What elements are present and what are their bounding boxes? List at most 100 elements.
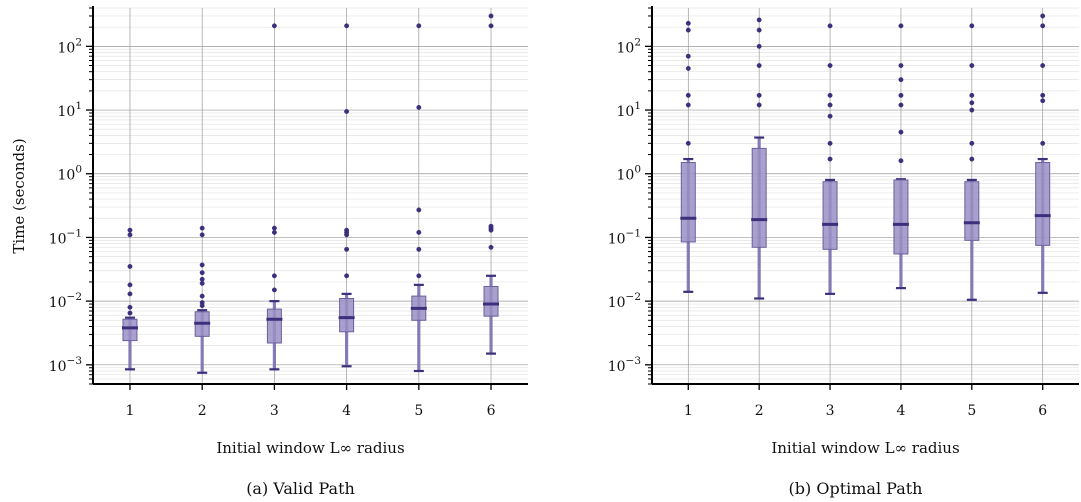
- y-tick-label: 101: [616, 100, 641, 120]
- flier-point: [488, 23, 494, 29]
- y-tick-label: 10−1: [49, 227, 82, 247]
- flier-point: [344, 23, 350, 29]
- flier-point: [827, 102, 833, 108]
- flier-point: [685, 53, 691, 59]
- major-grid: [93, 8, 528, 384]
- flier-point: [344, 109, 350, 114]
- flier-point: [969, 140, 975, 146]
- y-tick-label: 102: [57, 36, 82, 56]
- flier-point: [898, 102, 904, 108]
- box-6: [483, 13, 500, 355]
- flier-point: [127, 264, 133, 269]
- flier-point: [199, 303, 205, 309]
- flier-point: [271, 273, 277, 279]
- box-iqr: [822, 181, 838, 250]
- flier-point: [488, 13, 494, 19]
- flier-point: [898, 63, 904, 68]
- flier-point: [685, 140, 691, 146]
- box-5: [963, 23, 980, 301]
- flier-point: [827, 113, 833, 119]
- box-iqr: [964, 181, 980, 241]
- flier-point: [416, 104, 422, 110]
- box-4: [338, 23, 355, 368]
- x-tick-label: 6: [487, 403, 496, 419]
- x-tick-label: 1: [684, 403, 693, 419]
- flier-point: [756, 27, 762, 33]
- box-6: [1034, 13, 1051, 294]
- flier-point: [416, 273, 422, 279]
- flier-point: [344, 232, 350, 238]
- flier-point: [898, 23, 904, 29]
- flier-point: [199, 270, 205, 276]
- y-tick-label: 102: [616, 36, 641, 56]
- minor-grid: [93, 7, 528, 385]
- subfigure-caption: (a) Valid Path: [246, 479, 355, 498]
- flier-point: [756, 43, 762, 49]
- flier-point: [756, 17, 762, 23]
- flier-point: [969, 63, 975, 68]
- flier-point: [827, 23, 833, 29]
- box-iqr: [339, 297, 355, 333]
- flier-point: [898, 92, 904, 98]
- flier-point: [199, 262, 205, 268]
- box-iqr: [751, 147, 767, 248]
- x-tick-label: 4: [896, 403, 905, 419]
- flier-point: [685, 102, 691, 108]
- minor-grid: [652, 7, 1079, 385]
- y-tick-label: 10−1: [608, 227, 641, 247]
- box-1: [121, 227, 138, 371]
- flier-point: [271, 225, 277, 231]
- box-iqr: [483, 285, 499, 317]
- flier-point: [827, 156, 833, 162]
- box-2: [194, 225, 211, 374]
- y-axis-label: Time (seconds): [10, 138, 28, 253]
- x-tick-label: 5: [414, 403, 423, 419]
- box-iqr: [122, 318, 138, 342]
- flier-point: [199, 280, 205, 286]
- flier-point: [756, 102, 762, 108]
- box-iqr: [893, 179, 909, 255]
- flier-point: [827, 92, 833, 98]
- x-tick-label: 5: [967, 403, 976, 419]
- flier-point: [898, 158, 904, 164]
- panel-optimal-path: 10−3 10−2 10−1 100 101 102 1 2 3 4 5 6 Initial windo…: [608, 6, 1079, 498]
- x-tick-label: 3: [826, 403, 835, 419]
- flier-point: [969, 92, 975, 98]
- box-iqr: [266, 308, 282, 344]
- y-tick-label: 101: [57, 100, 82, 120]
- flier-point: [756, 63, 762, 68]
- panel-valid-path: 10−3 10−2 10−1 100 101 102 1 2 3 4 5 6 Initial windo…: [10, 6, 528, 498]
- flier-point: [969, 156, 975, 162]
- flier-point: [416, 207, 422, 213]
- flier-point: [898, 129, 904, 135]
- flier-point: [685, 27, 691, 33]
- y-tick-label: 100: [616, 164, 641, 184]
- flier-point: [127, 282, 133, 288]
- flier-point: [1040, 98, 1046, 104]
- box-iqr: [1035, 162, 1051, 246]
- flier-point: [344, 246, 350, 252]
- x-tick-label: 2: [755, 403, 764, 419]
- box-1: [680, 20, 697, 293]
- flier-point: [344, 273, 350, 279]
- flier-point: [685, 92, 691, 98]
- flier-point: [127, 232, 133, 238]
- flier-point: [898, 77, 904, 83]
- box-5: [410, 23, 427, 373]
- flier-point: [271, 23, 277, 29]
- flier-point: [1040, 92, 1046, 98]
- flier-point: [416, 23, 422, 29]
- flier-point: [685, 20, 691, 26]
- flier-point: [827, 140, 833, 146]
- flier-point: [1040, 23, 1046, 29]
- x-axis-label: Initial window L∞ radius: [216, 439, 404, 457]
- flier-point: [199, 293, 205, 299]
- box-3: [822, 23, 839, 295]
- y-tick-label: 10−2: [49, 291, 82, 311]
- y-tick-label: 10−3: [608, 355, 641, 375]
- flier-point: [685, 65, 691, 71]
- flier-point: [969, 100, 975, 106]
- box-4: [892, 23, 909, 290]
- x-tick-label: 6: [1038, 403, 1047, 419]
